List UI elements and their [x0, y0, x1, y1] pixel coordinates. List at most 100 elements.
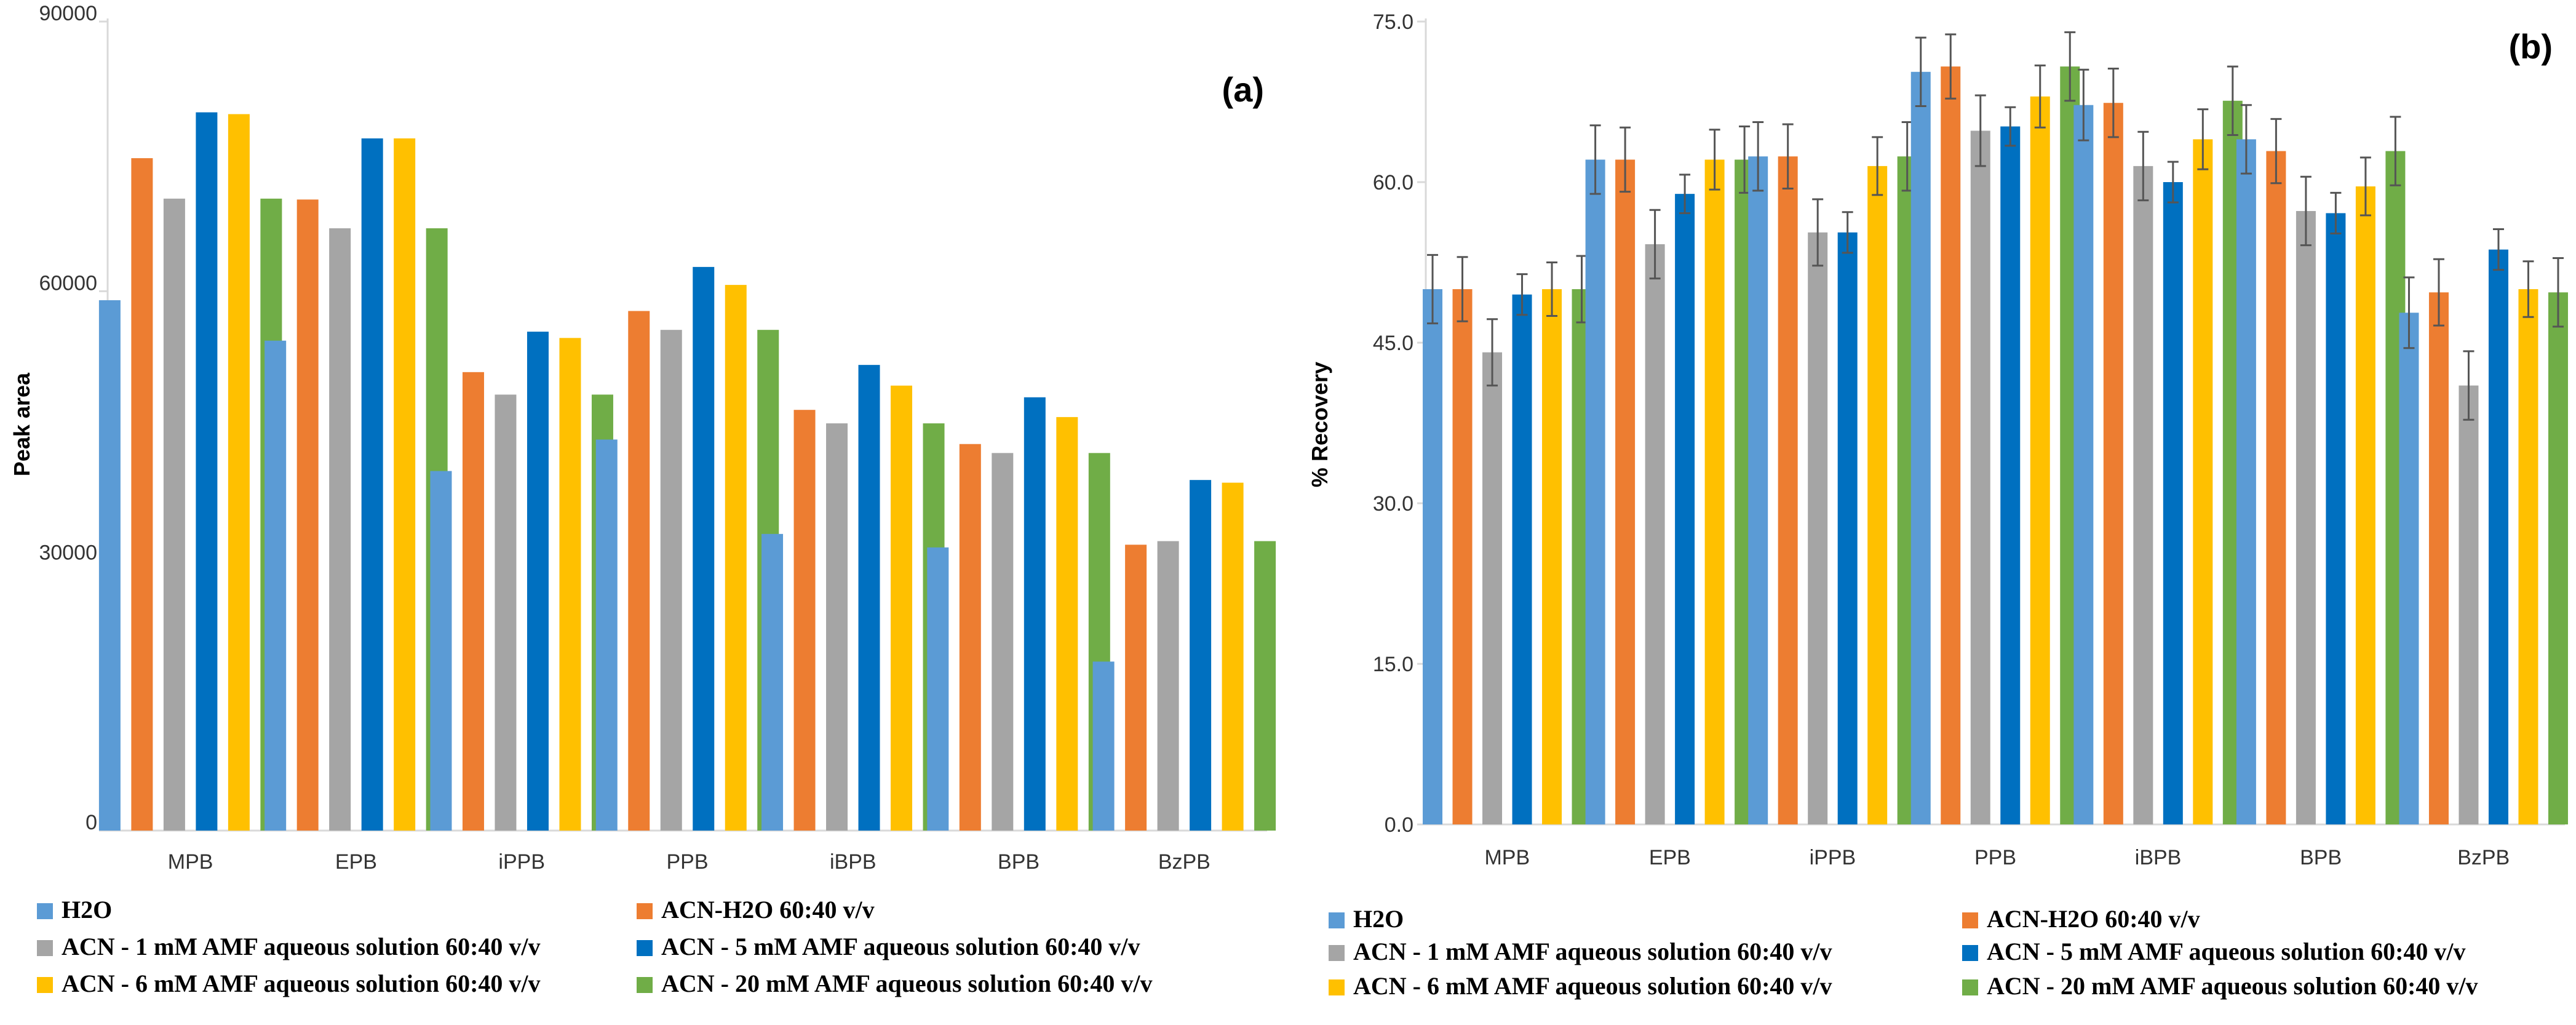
panel-label: (b): [2508, 27, 2553, 66]
legend-label-acn-6mm: ACN - 6 mM AMF aqueous solution 60:40 v/…: [62, 970, 541, 997]
bar-ppb-acn-6mm: [725, 285, 747, 831]
legend-label-h2o: H2O: [1353, 905, 1404, 933]
bar-bzpb-acn-h2o: [2428, 292, 2449, 825]
bar-mpb-acn-h2o: [1452, 289, 1473, 824]
bar-epb-acn-5mm: [361, 138, 383, 831]
bar-ibpb-acn-h2o: [793, 410, 816, 831]
bar-ibpb-acn-5mm: [858, 365, 880, 831]
y-tick-label: 30.0: [1373, 492, 1413, 516]
bar-epb-acn-h2o: [296, 199, 319, 831]
bar-ippb-h2o: [1748, 156, 1768, 825]
x-tick-label-ippb: iPPB: [1810, 846, 1856, 869]
bar-ppb-h2o: [1910, 71, 1931, 824]
bar-ppb-acn-1mm: [660, 330, 682, 831]
legend-swatch-acn-h2o: [1962, 912, 1978, 928]
bar-mpb-acn-6mm: [1542, 289, 1562, 824]
x-tick-label-ibpb: iBPB: [2135, 846, 2182, 869]
bar-ibpb-acn-1mm: [826, 423, 848, 831]
y-axis-label: Peak area: [9, 372, 34, 476]
legend-label-acn-5mm: ACN - 5 mM AMF aqueous solution 60:40 v/…: [661, 933, 1140, 960]
bar-ibpb-acn-h2o: [2103, 103, 2123, 825]
x-tick-label-bzpb: BzPB: [1158, 850, 1210, 874]
x-tick-label-ppb: PPB: [1974, 846, 2016, 869]
bar-bpb-acn-5mm: [1024, 397, 1046, 831]
bar-ibpb-h2o: [761, 533, 784, 831]
legend-label-acn-1mm: ACN - 1 mM AMF aqueous solution 60:40 v/…: [1353, 938, 1832, 965]
y-axis-label: % Recovery: [1307, 362, 1332, 487]
bar-epb-acn-5mm: [1675, 194, 1695, 824]
x-tick-label-bpb: BPB: [998, 850, 1040, 874]
bar-bzpb-acn-20mm: [1254, 541, 1276, 831]
bar-mpb-acn-5mm: [196, 112, 218, 831]
bar-ppb-h2o: [595, 439, 618, 831]
bar-bzpb-h2o: [1092, 661, 1115, 831]
bar-mpb-h2o: [98, 300, 121, 831]
bar-bpb-acn-5mm: [2326, 213, 2346, 825]
chart-panel-b: 0.0 15.0 30.0 45.0 60.0 75.0 % Recovery (b) MPB E…: [1307, 10, 2568, 869]
bar-ippb-acn-6mm: [1867, 166, 1888, 824]
bar-bzpb-acn-1mm: [1157, 541, 1179, 831]
bar-ippb-acn-h2o: [1778, 156, 1798, 825]
legend-swatch-acn-5mm: [1962, 945, 1978, 961]
bar-bpb-acn-1mm: [992, 453, 1014, 831]
bar-ippb-acn-6mm: [559, 338, 581, 831]
bar-bpb-acn-h2o: [2266, 151, 2286, 824]
legend-label-acn-20mm: ACN - 20 mM AMF aqueous solution 60:40 v…: [661, 970, 1153, 997]
bar-ppb-acn-6mm: [2030, 96, 2050, 824]
bar-bpb-acn-1mm: [2296, 210, 2316, 825]
bar-epb-h2o: [264, 340, 287, 831]
y-tick-label: 0.0: [1385, 813, 1413, 837]
x-tick-label-epb: EPB: [1649, 846, 1691, 869]
bar-ppb-acn-5mm: [693, 266, 715, 831]
x-tick-label-mpb: MPB: [168, 850, 213, 874]
bar-bzpb-h2o: [2399, 313, 2419, 824]
legend-swatch-acn-1mm: [1329, 945, 1345, 961]
bar-ibpb-acn-6mm: [891, 385, 913, 831]
bar-bpb-h2o: [2236, 139, 2256, 824]
legend-swatch-acn-h2o: [637, 903, 653, 919]
legend-swatch-acn-20mm: [637, 977, 653, 993]
y-tick-label: 75.0: [1373, 10, 1413, 34]
y-tick-label: 60.0: [1373, 171, 1413, 194]
legend-swatch-acn-1mm: [37, 940, 53, 956]
bar-mpb-acn-6mm: [228, 114, 250, 831]
bar-bzpb-acn-6mm: [1222, 482, 1244, 831]
chart-panel-a: 0 30000 60000 90000 Peak area (a) MPB EPB iPPB PP…: [9, 2, 1276, 874]
y-tick-label: 60000: [39, 271, 97, 295]
bar-bpb-acn-6mm: [2355, 186, 2375, 825]
bar-ibpb-acn-6mm: [2193, 139, 2213, 824]
bar-ppb-acn-1mm: [1970, 130, 1990, 825]
bar-mpb-acn-1mm: [1482, 352, 1503, 824]
x-tick-label-bpb: BPB: [2300, 846, 2342, 869]
bar-ibpb-h2o: [2073, 105, 2094, 825]
bar-ppb-acn-5mm: [2000, 126, 2021, 824]
legend-label-acn-6mm: ACN - 6 mM AMF aqueous solution 60:40 v/…: [1353, 972, 1832, 1000]
bar-epb-acn-1mm: [329, 228, 351, 831]
bar-bpb-acn-6mm: [1056, 417, 1078, 831]
bar-epb-h2o: [1585, 159, 1605, 825]
legend-label-h2o: H2O: [62, 896, 112, 923]
legend-swatch-acn-6mm: [1329, 979, 1345, 995]
bar-ippb-acn-1mm: [495, 394, 517, 831]
legend-swatch-acn-6mm: [37, 977, 53, 993]
legend-swatch-acn-20mm: [1962, 979, 1978, 995]
legend-label-acn-h2o: ACN-H2O 60:40 v/v: [661, 896, 875, 923]
bar-mpb-acn-5mm: [1512, 294, 1532, 824]
legend-label-acn-h2o: ACN-H2O 60:40 v/v: [1987, 905, 2200, 933]
bar-bzpb-acn-5mm: [2488, 249, 2508, 824]
bar-ppb-acn-h2o: [1941, 66, 1961, 825]
x-tick-label-ibpb: iBPB: [830, 850, 877, 874]
legend-label-acn-1mm: ACN - 1 mM AMF aqueous solution 60:40 v/…: [62, 933, 541, 960]
panel-label: (a): [1222, 70, 1264, 109]
bar-epb-acn-6mm: [394, 138, 416, 831]
legend-swatch-h2o: [37, 903, 53, 919]
y-tick-label: 0: [85, 811, 97, 834]
bar-ippb-h2o: [430, 471, 452, 831]
bar-bzpb-acn-h2o: [1125, 544, 1147, 831]
bar-epb-acn-h2o: [1615, 159, 1636, 825]
legend-swatch-h2o: [1329, 912, 1345, 928]
bar-ibpb-acn-1mm: [2133, 166, 2153, 824]
bar-bpb-acn-h2o: [959, 444, 981, 831]
bar-bzpb-acn-5mm: [1190, 480, 1212, 831]
